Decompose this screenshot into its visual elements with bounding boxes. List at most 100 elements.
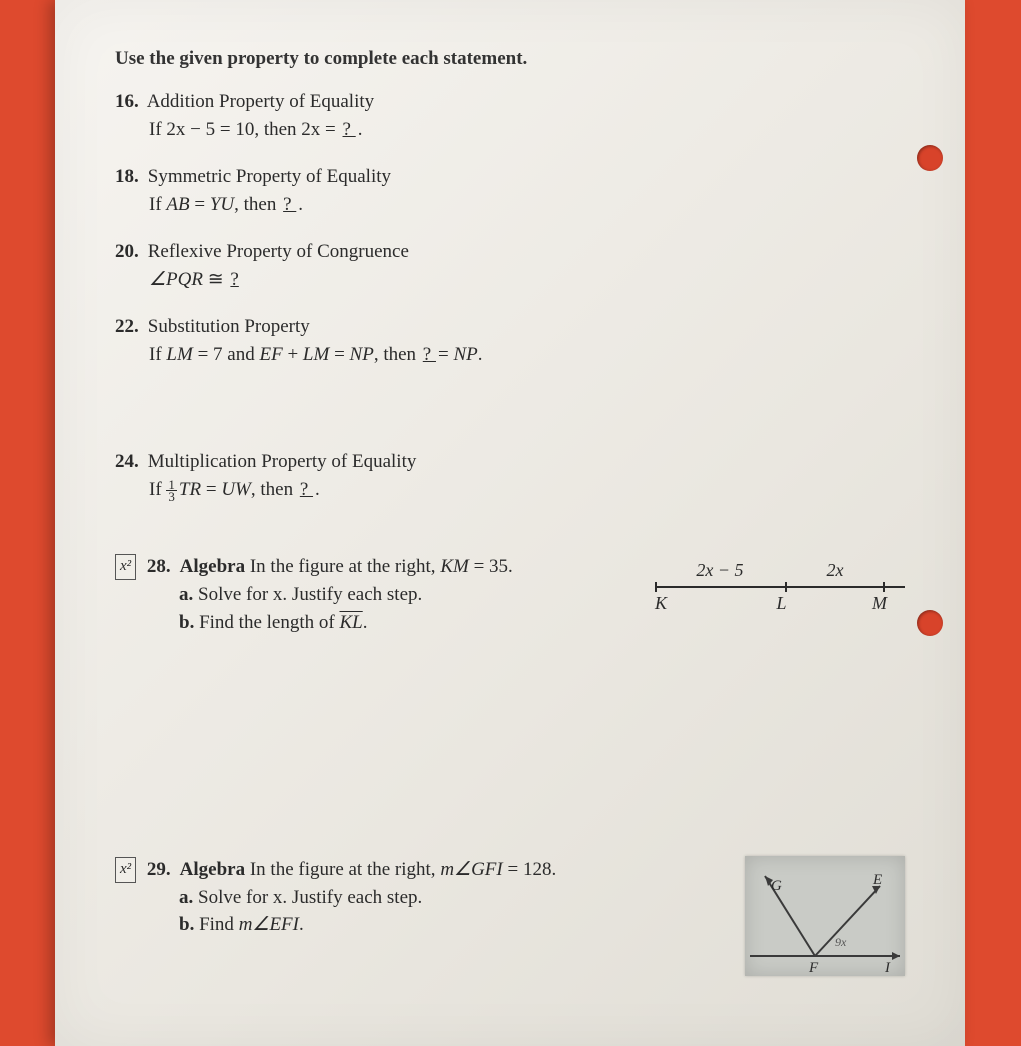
text: ≅ <box>203 269 228 290</box>
label-m: M <box>872 590 887 616</box>
var: LM <box>303 344 329 365</box>
problem-number: 20. <box>115 238 143 266</box>
var: AB <box>166 194 189 215</box>
blank: ? <box>298 479 315 500</box>
text: , then <box>234 194 281 215</box>
blank: ? <box>228 269 240 290</box>
angle: m∠GFI <box>440 859 502 880</box>
var: UW <box>221 479 251 500</box>
problem-title: Symmetric Property of Equality <box>148 166 391 187</box>
figure-top-labels: 2x − 5 2x <box>655 557 905 583</box>
label-e: E <box>872 872 882 888</box>
subpart-a: a. Solve for x. Justify each step. <box>179 884 715 912</box>
text: , then <box>374 344 421 365</box>
lead: Algebra <box>180 556 245 577</box>
worksheet-page: Use the given property to complete each … <box>55 0 965 1046</box>
problem-number: 24. <box>115 448 143 476</box>
blank: ? <box>281 194 298 215</box>
subpart-b: b. Find the length of KL. <box>179 609 625 637</box>
subpart-label: a. <box>179 584 193 605</box>
figure-bottom-labels: K L M <box>655 590 887 616</box>
text: . <box>298 194 303 215</box>
text: In the figure at the right, <box>245 859 440 880</box>
text: = 7 and <box>193 344 260 365</box>
tick <box>883 582 885 592</box>
tick <box>785 582 787 592</box>
text: = 35. <box>469 556 513 577</box>
subpart-label: b. <box>179 612 194 633</box>
problem-number: 22. <box>115 313 143 341</box>
binder-hole <box>917 610 943 636</box>
text: = <box>201 479 221 500</box>
spacer <box>115 388 905 448</box>
problem-22: 22. Substitution Property If LM = 7 and … <box>115 313 905 368</box>
spacer <box>115 656 905 856</box>
denominator: 3 <box>166 491 177 502</box>
problem-title: Reflexive Property of Congruence <box>148 241 409 262</box>
text: Find <box>194 914 238 935</box>
subpart-label: a. <box>179 887 193 908</box>
text: . <box>315 479 320 500</box>
problem-number: 28. <box>147 553 175 581</box>
text: . <box>299 914 304 935</box>
var: LM <box>166 344 192 365</box>
subpart-b: b. Find m∠EFI. <box>179 911 715 939</box>
text: Solve for x. Justify each step. <box>193 584 422 605</box>
var: NP <box>453 344 477 365</box>
problem-body: If 2x − 5 = 10, then 2x = ? . <box>149 116 905 144</box>
problem-number: 29. <box>147 856 175 884</box>
text: Solve for x. Justify each step. <box>193 887 422 908</box>
blank: ? <box>341 119 358 140</box>
problem-body: If LM = 7 and EF + LM = NP, then ? = NP. <box>149 341 905 369</box>
angle: m∠EFI <box>239 914 299 935</box>
problem-24: 24. Multiplication Property of Equality … <box>115 448 905 503</box>
problem-29: x² 29. Algebra In the figure at the righ… <box>115 856 905 976</box>
problem-body: If AB = YU, then ? . <box>149 191 905 219</box>
binder-hole <box>917 145 943 171</box>
spacer <box>115 523 905 553</box>
angle: ∠PQR <box>149 269 203 290</box>
label-i: I <box>884 960 891 976</box>
tick <box>655 582 657 592</box>
segment: KL <box>339 612 362 633</box>
problem-number: 16. <box>115 88 143 116</box>
text: , then <box>251 479 298 500</box>
text: . <box>358 119 363 140</box>
problem-number: 18. <box>115 163 143 191</box>
text: In the figure at the right, <box>245 556 440 577</box>
figure-segment-klm: 2x − 5 2x K L M <box>655 553 905 615</box>
problem-28: x² 28. Algebra In the figure at the righ… <box>115 553 905 636</box>
label: 2x − 5 <box>655 557 785 583</box>
text: = <box>438 344 453 365</box>
problem-20: 20. Reflexive Property of Congruence ∠PQ… <box>115 238 905 293</box>
blank: ? <box>421 344 438 365</box>
algebra-badge-icon: x² <box>115 554 136 580</box>
number-line <box>655 586 905 588</box>
problem-title: Substitution Property <box>148 316 310 337</box>
problem-16: 16. Addition Property of Equality If 2x … <box>115 88 905 143</box>
text: If <box>149 194 166 215</box>
text: If <box>149 479 166 500</box>
svg-text:9x: 9x <box>835 935 847 949</box>
var: NP <box>350 344 374 365</box>
subpart-label: b. <box>179 914 194 935</box>
text: . <box>363 612 368 633</box>
instruction-heading: Use the given property to complete each … <box>115 48 905 70</box>
text: + <box>283 344 303 365</box>
var: TR <box>179 479 201 500</box>
text: . <box>478 344 483 365</box>
var: EF <box>259 344 282 365</box>
subpart-a: a. Solve for x. Justify each step. <box>179 581 625 609</box>
figure-angle-gfi: G E F I 9x <box>745 856 905 976</box>
problem-body: If 13TR = UW, then ? . <box>149 476 905 504</box>
problem-text: x² 29. Algebra In the figure at the righ… <box>115 856 715 939</box>
text: If 2x − 5 = 10, then 2x = <box>149 119 341 140</box>
label-g: G <box>771 878 782 894</box>
problem-title: Addition Property of Equality <box>147 91 374 112</box>
problem-title: Multiplication Property of Equality <box>148 451 417 472</box>
algebra-badge-icon: x² <box>115 857 136 883</box>
label: 2x <box>785 557 885 583</box>
problem-text: x² 28. Algebra In the figure at the righ… <box>115 553 625 636</box>
label-f: F <box>808 960 819 976</box>
angle-diagram-svg: G E F I 9x <box>745 856 905 976</box>
